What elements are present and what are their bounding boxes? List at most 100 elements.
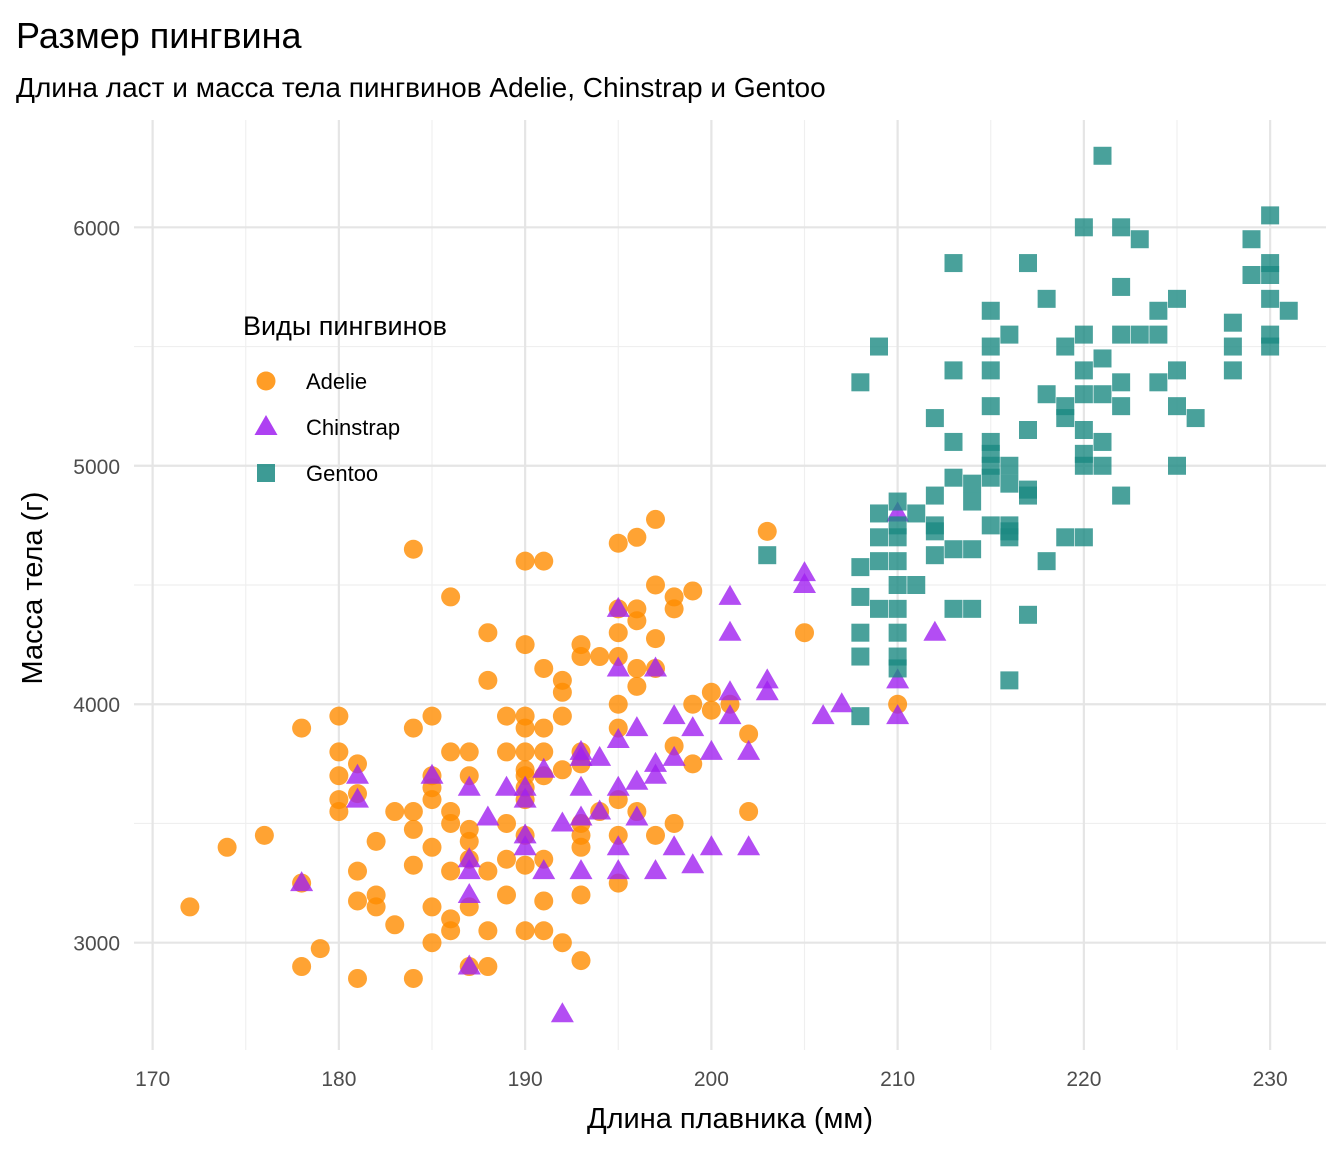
- adelie-point: [478, 921, 498, 941]
- adelie-point: [646, 509, 665, 529]
- chinstrap-point: [737, 835, 761, 856]
- gentoo-point: [1019, 605, 1037, 624]
- gentoo-point: [1093, 432, 1112, 451]
- adelie-point: [366, 831, 386, 851]
- gentoo-point: [870, 337, 888, 356]
- adelie-point: [701, 700, 721, 720]
- adelie-point: [683, 581, 703, 601]
- gentoo-point: [851, 623, 870, 642]
- gentoo-point: [1112, 218, 1131, 237]
- gentoo-point: [1279, 301, 1298, 320]
- chinstrap-point: [644, 859, 667, 880]
- adelie-point: [683, 754, 703, 774]
- adelie-point: [422, 790, 442, 810]
- x-tick-label: 200: [694, 1068, 729, 1091]
- gentoo-point: [944, 540, 963, 559]
- adelie-point: [422, 933, 442, 953]
- gentoo-point: [1261, 337, 1280, 356]
- chinstrap-point: [513, 787, 537, 808]
- adelie-point: [515, 551, 535, 571]
- adelie-point: [329, 706, 349, 726]
- adelie-point: [497, 885, 516, 905]
- chinstrap-point: [886, 704, 910, 725]
- gentoo-point: [1149, 301, 1168, 320]
- chinstrap-point: [811, 704, 835, 725]
- gentoo-point: [963, 492, 982, 511]
- adelie-point: [441, 861, 461, 881]
- adelie-point: [515, 742, 535, 762]
- chinstrap-point: [606, 728, 630, 748]
- gentoo-point: [1000, 456, 1019, 475]
- chinstrap-point: [290, 871, 314, 892]
- gentoo-point: [907, 576, 926, 594]
- chinstrap-point: [625, 769, 649, 790]
- chinstrap-point: [495, 775, 518, 796]
- chinstrap-point: [606, 775, 630, 796]
- gentoo-point: [981, 516, 1000, 535]
- gentoo-point: [1074, 385, 1093, 404]
- adelie-point: [515, 635, 535, 655]
- x-tick-label: 230: [1253, 1068, 1288, 1091]
- gentoo-point: [1074, 528, 1093, 547]
- adelie-point: [478, 670, 498, 690]
- gentoo-point: [888, 576, 907, 594]
- series-gentoo: [758, 146, 1298, 726]
- chinstrap-point: [699, 739, 723, 760]
- chinstrap-point: [755, 668, 779, 689]
- adelie-point: [459, 831, 479, 851]
- legend-key-triangle: [254, 415, 278, 435]
- chinstrap-point: [755, 680, 779, 701]
- gentoo-point: [1093, 385, 1112, 404]
- legend-title: Виды пингвинов: [243, 311, 447, 341]
- chinstrap-point: [532, 859, 556, 880]
- gentoo-point: [1074, 218, 1093, 237]
- gentoo-point: [1149, 325, 1168, 344]
- chinstrap-point: [606, 835, 630, 856]
- gentoo-point: [888, 528, 907, 547]
- adelie-point: [739, 802, 759, 822]
- chinstrap-point: [681, 853, 705, 874]
- gentoo-point: [870, 504, 888, 523]
- gentoo-point: [925, 409, 944, 428]
- adelie-point: [329, 802, 349, 822]
- gentoo-point: [1242, 230, 1261, 249]
- adelie-point: [608, 533, 628, 553]
- adelie-point: [552, 706, 572, 726]
- chart-title: Размер пингвина: [16, 15, 302, 56]
- gentoo-point: [888, 623, 907, 642]
- chinstrap-point: [606, 859, 630, 880]
- gentoo-point: [944, 599, 963, 618]
- gentoo-point: [851, 373, 870, 392]
- chinstrap-point: [662, 835, 686, 856]
- gentoo-point: [944, 361, 963, 380]
- y-tick-label: 3000: [73, 933, 120, 956]
- chinstrap-point: [830, 692, 854, 713]
- gentoo-point: [1056, 337, 1075, 356]
- adelie-point: [403, 968, 423, 988]
- chinstrap-point: [513, 823, 537, 844]
- chinstrap-point: [550, 811, 574, 832]
- chinstrap-point: [457, 954, 481, 975]
- chinstrap-point: [588, 745, 612, 766]
- legend-key-square: [257, 464, 275, 482]
- gentoo-point: [851, 587, 870, 606]
- gentoo-point: [944, 432, 963, 451]
- gentoo-point: [981, 468, 1000, 487]
- chinstrap-point: [569, 775, 593, 796]
- adelie-point: [664, 813, 684, 833]
- chinstrap-point: [737, 739, 761, 760]
- gentoo-point: [1261, 266, 1280, 284]
- gentoo-point: [925, 486, 944, 505]
- gentoo-point: [1037, 385, 1056, 404]
- adelie-point: [478, 957, 498, 977]
- chinstrap-point: [625, 805, 649, 826]
- gentoo-point: [1130, 230, 1149, 249]
- adelie-point: [757, 521, 777, 541]
- adelie-point: [497, 706, 516, 726]
- adelie-point: [534, 551, 554, 571]
- chinstrap-point: [606, 656, 630, 677]
- gentoo-point: [1000, 671, 1019, 690]
- gentoo-point: [1074, 456, 1093, 475]
- gentoo-point: [1242, 266, 1261, 284]
- gentoo-point: [981, 337, 1000, 356]
